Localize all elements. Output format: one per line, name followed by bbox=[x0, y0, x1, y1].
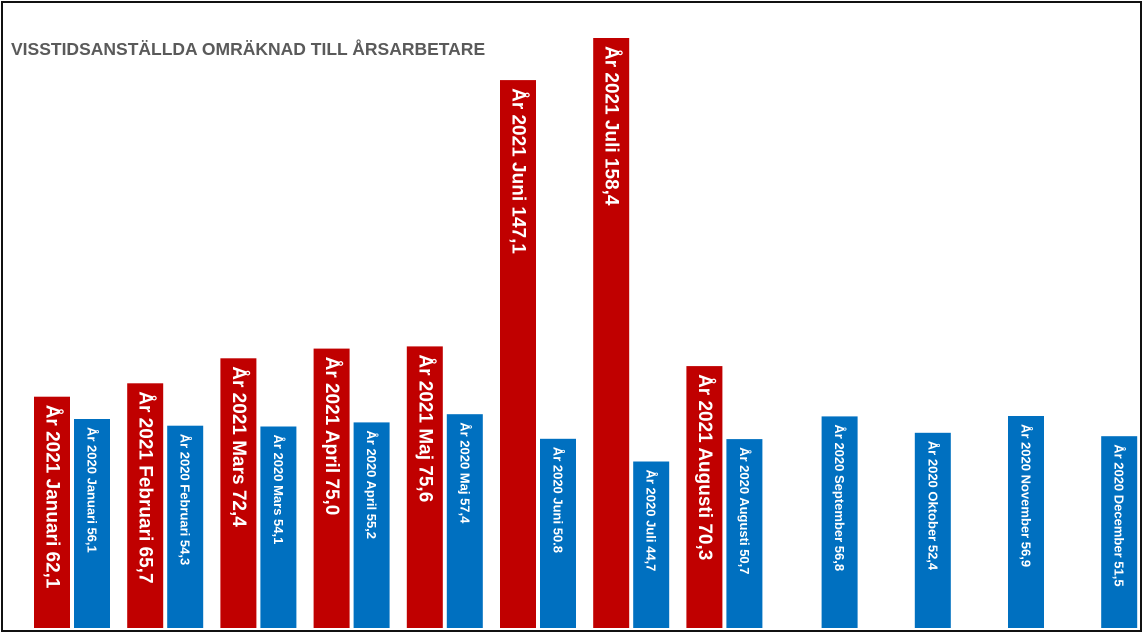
bar-2020-februari bbox=[167, 425, 204, 628]
bar-label-2020-mars: År 2020 Mars 54,1 bbox=[271, 435, 286, 545]
bar-2020-september bbox=[821, 416, 858, 628]
bar-label-2020-december: År 2020 December 51,5 bbox=[1112, 444, 1127, 586]
bar-label-2020-augusti: År 2020 Augusti 50,7 bbox=[737, 447, 752, 574]
bar-label-2020-september: År 2020 September 56,8 bbox=[832, 424, 847, 571]
bar-2021-juni bbox=[500, 80, 536, 629]
bar-label-2021-april: År 2021 April 75,0 bbox=[321, 357, 342, 516]
bar-2021-maj bbox=[406, 346, 443, 628]
bar-label-2020-februari: År 2020 Februari 54,3 bbox=[178, 434, 193, 566]
bar-2021-mars bbox=[220, 358, 257, 628]
bar-2020-juni bbox=[540, 438, 576, 628]
bar-2020-augusti bbox=[726, 439, 763, 628]
bar-2020-januari bbox=[74, 419, 110, 628]
bar-label-2020-januari: År 2020 Januari 56,1 bbox=[85, 427, 100, 553]
bar-label-2021-juni: År 2021 Juni 147,1 bbox=[508, 88, 529, 254]
bar-2020-april bbox=[353, 422, 390, 628]
bar-label-2021-augusti: År 2021 Augusti 70,3 bbox=[694, 374, 715, 560]
bar-2020-oktober bbox=[914, 432, 951, 628]
chart-title: VISSTIDSANSTÄLLDA OMRÄKNAD TILL ÅRSARBET… bbox=[11, 39, 486, 59]
bar-2021-februari bbox=[127, 383, 164, 628]
bar-2021-juli bbox=[593, 38, 630, 628]
bar-label-2020-november: År 2020 November 56,9 bbox=[1019, 424, 1034, 567]
labels-layer: År 2021 Januari 62,1 År 2020 Januari 56,1… bbox=[42, 46, 1127, 589]
bar-2020-juli bbox=[633, 461, 670, 628]
bar-label-2020-maj: År 2020 Maj 57,4 bbox=[457, 422, 472, 524]
bar-label-2021-februari: År 2021 Februari 65,7 bbox=[135, 391, 156, 583]
bar-2020-december bbox=[1101, 436, 1138, 628]
bar-label-2021-januari: År 2021 Januari 62,1 bbox=[42, 405, 63, 589]
bar-label-2020-juli: År 2020 Juli 44,7 bbox=[644, 470, 659, 572]
bar-2021-april bbox=[313, 348, 350, 628]
bars-layer bbox=[34, 38, 1138, 629]
bar-2020-mars bbox=[260, 426, 297, 628]
bar-2020-maj bbox=[446, 414, 483, 628]
bar-label-2021-mars: År 2021 Mars 72,4 bbox=[228, 366, 249, 527]
bar-2021-augusti bbox=[686, 366, 723, 628]
bar-label-2021-maj: År 2021 Maj 75,6 bbox=[414, 354, 435, 502]
bar-label-2021-juli: År 2021 Juli 158,4 bbox=[601, 46, 622, 206]
chart-plot: År 2021 Januari 62,1 År 2020 Januari 56,1… bbox=[34, 38, 1138, 629]
bar-2021-januari bbox=[34, 396, 70, 628]
bar-2020-november bbox=[1008, 416, 1044, 628]
bar-label-2020-april: År 2020 April 55,2 bbox=[364, 430, 379, 539]
bar-label-2020-juni: År 2020 Juni 50.8 bbox=[551, 447, 566, 553]
bar-label-2020-oktober: År 2020 Oktober 52,4 bbox=[925, 441, 940, 571]
